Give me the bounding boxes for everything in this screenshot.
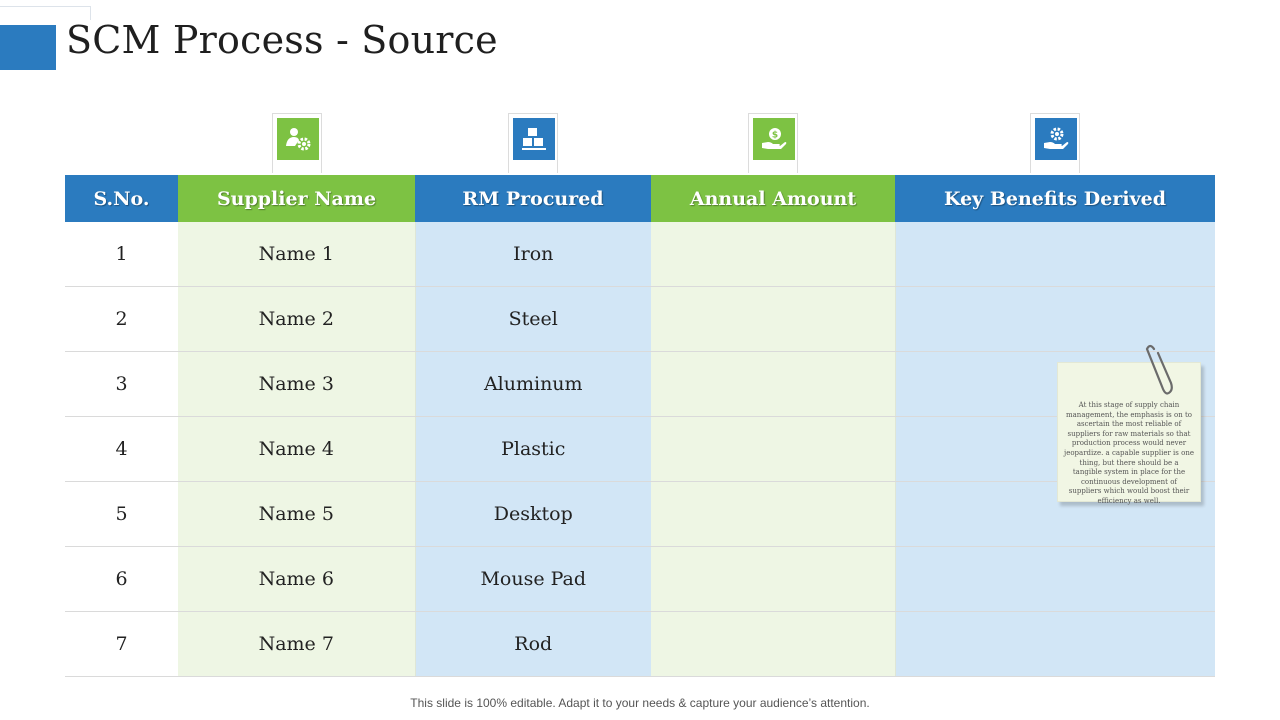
- cell-supplier-name: Name 1: [178, 222, 416, 287]
- table-header-row: S.No. Supplier Name RM Procured Annual A…: [65, 175, 1215, 222]
- cell-rm-procured: Aluminum: [415, 351, 651, 417]
- cell-sno: 3: [65, 351, 178, 417]
- cell-key-benefits: [895, 286, 1215, 352]
- cell-annual-amount: [651, 286, 896, 352]
- cell-rm-procured: Steel: [415, 286, 651, 352]
- cell-rm-procured: Mouse Pad: [415, 546, 651, 612]
- cell-key-benefits: [895, 611, 1215, 677]
- cell-sno: 1: [65, 222, 178, 287]
- cell-annual-amount: [651, 481, 896, 547]
- cell-sno: 4: [65, 416, 178, 482]
- header-sno: S.No.: [65, 175, 178, 222]
- sticky-note: At this stage of supply chain management…: [1057, 362, 1201, 505]
- cell-annual-amount: [651, 416, 896, 482]
- table-row: 7 Name 7 Rod: [65, 611, 1215, 677]
- page-title: SCM Process - Source: [66, 18, 498, 62]
- corner-decoration: [90, 6, 91, 20]
- cell-supplier-name: Name 5: [178, 481, 416, 547]
- paperclip-icon: [1145, 344, 1173, 395]
- table-row: 3 Name 3 Aluminum: [65, 351, 1215, 417]
- corner-decoration: [0, 6, 90, 7]
- footer-text: This slide is 100% editable. Adapt it to…: [410, 696, 870, 710]
- cell-annual-amount: [651, 222, 896, 287]
- cell-rm-procured: Iron: [415, 222, 651, 287]
- header-rm-procured: RM Procured: [415, 175, 651, 222]
- cell-supplier-name: Name 4: [178, 416, 416, 482]
- gear-hand-icon: [1035, 118, 1077, 160]
- table-row: 4 Name 4 Plastic: [65, 416, 1215, 482]
- header-key-benefits: Key Benefits Derived: [895, 175, 1215, 222]
- sticky-note-text: At this stage of supply chain management…: [1064, 401, 1194, 505]
- table-row: 2 Name 2 Steel: [65, 286, 1215, 352]
- benefits-icon-tab: [1030, 113, 1080, 173]
- cell-sno: 5: [65, 481, 178, 547]
- header-supplier-name: Supplier Name: [178, 175, 415, 222]
- amount-icon-tab: $: [748, 113, 798, 173]
- cell-supplier-name: Name 7: [178, 611, 416, 677]
- cell-key-benefits: [895, 546, 1215, 612]
- cell-supplier-name: Name 6: [178, 546, 416, 612]
- table-row: 1 Name 1 Iron: [65, 222, 1215, 287]
- cell-sno: 7: [65, 611, 178, 677]
- cell-annual-amount: [651, 351, 896, 417]
- cell-rm-procured: Desktop: [415, 481, 651, 547]
- rm-icon-tab: [508, 113, 558, 173]
- table-row: 6 Name 6 Mouse Pad: [65, 546, 1215, 612]
- cell-annual-amount: [651, 546, 896, 612]
- cell-sno: 2: [65, 286, 178, 352]
- svg-text:$: $: [772, 131, 778, 141]
- boxes-icon: [513, 118, 555, 160]
- cell-sno: 6: [65, 546, 178, 612]
- cell-rm-procured: Plastic: [415, 416, 651, 482]
- supplier-icon-tab: [272, 113, 322, 173]
- scm-source-table: S.No. Supplier Name RM Procured Annual A…: [65, 175, 1215, 677]
- header-annual-amount: Annual Amount: [651, 175, 895, 222]
- supplier-settings-icon: [277, 118, 319, 160]
- money-hand-icon: $: [753, 118, 795, 160]
- cell-supplier-name: Name 2: [178, 286, 416, 352]
- title-accent-block: [0, 25, 56, 70]
- cell-annual-amount: [651, 611, 896, 677]
- cell-key-benefits: [895, 222, 1215, 287]
- cell-rm-procured: Rod: [415, 611, 651, 677]
- cell-supplier-name: Name 3: [178, 351, 416, 417]
- table-row: 5 Name 5 Desktop: [65, 481, 1215, 547]
